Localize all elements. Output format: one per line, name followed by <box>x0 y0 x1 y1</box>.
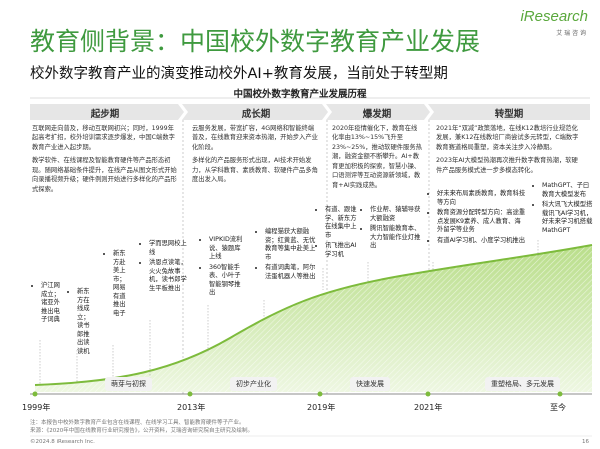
event-list: 沪江网成立；诸亚外推出电子词典 <box>34 282 60 325</box>
timeline-dot <box>557 391 563 397</box>
timeline-label: 至今 <box>550 403 566 412</box>
event-item: 360智能手表、小叶子智能钢琴推出 <box>209 264 246 298</box>
event: 有道、跟谁学、新东方在线集中上市讯飞推出AI学习机 <box>318 206 358 261</box>
phase-band <box>326 104 430 120</box>
phase-band <box>428 104 590 120</box>
event-list: 有道、跟谁学、新东方在线集中上市讯飞推出AI学习机 <box>318 206 358 259</box>
event-item: 有道AI学习机、小度学习机推出 <box>437 237 526 246</box>
event-list: 作业帮、猿辅导获大额融资腾讯智能教育本、大力智能作业灯推出 <box>363 206 423 251</box>
phase-paragraph: 2020年疫情催化下，教育在线化率由13%~15%飞升至23%~25%，推动软硬… <box>332 125 422 189</box>
phase-paragraph: 多样化的产品服务形式出现，AI技术开始发力，从学科教育、素质教育、软硬件产品多角… <box>192 157 318 184</box>
timeline-dot <box>32 391 38 397</box>
timeline-label: 1999年 <box>22 403 51 412</box>
timeline-dot <box>317 391 323 397</box>
event-list: VIPKID流利说、猿题库上线360智能手表、小叶子智能钢琴推出 <box>202 236 246 298</box>
subtitle: 校外数字教育产业的演变推动校外AI+教育发展，当前处于转型期 <box>30 66 448 82</box>
event-item: 讯飞推出AI学习机 <box>325 242 358 259</box>
event-list: 学而思网校上线洪恩点读笔，火火兔故事机，读书郎学生平板推出 <box>142 240 190 293</box>
timeline-label: 2021年 <box>414 403 443 412</box>
event-item: 有道词典笔，阿尔法蛋机器人等推出 <box>265 264 320 281</box>
event: 新东方在线成立；读书郎推出读读机 <box>70 288 92 358</box>
event: 作业帮、猿辅导获大额融资腾讯智能教育本、大力智能作业灯推出 <box>363 206 423 253</box>
phase-paragraph: 2023年AI大模型热潮再次推升数字教育热潮，软硬件产品服务模式进一步多模态转化… <box>436 157 578 174</box>
stage-label: 萌芽与初探 <box>105 377 152 391</box>
event-item: 科大讯飞大模型搭载讯飞AI学习机，好未来学习机搭载MathGPT <box>542 201 595 235</box>
growth-curve <box>34 244 593 386</box>
diagram-title: 中国校外数字教育产业发展历程 <box>233 89 367 100</box>
stage-label: 重塑格局、多元发展 <box>485 377 560 391</box>
phase-name: 起步期 <box>90 109 120 120</box>
phase-name: 成长期 <box>241 109 271 120</box>
event-item: 有道、跟谁学、新东方在线集中上市 <box>325 206 358 240</box>
phase-text: 云服务发展，带宽扩容，4G网络和智能终端普及，在线教育迎来资本热潮，开始步入产业… <box>192 124 320 189</box>
growth-hatch <box>35 245 592 392</box>
event: 学而思网校上线洪恩点读笔，火火兔故事机，读书郎学生平板推出 <box>142 240 190 295</box>
event-item: 教育资源分配转型方向：高途重点发展K9素养、成人教育、海外留学等业务 <box>437 209 526 235</box>
event-item: 学而思网校上线 <box>149 240 190 257</box>
event-item: MathGPT、子曰教育大模型发布 <box>542 182 595 199</box>
event-item: 新东方在线成立；读书郎推出读读机 <box>77 288 92 356</box>
event: 编程猫获大额融资；红黄蓝、无忧教育等集中赴美上市有道词典笔，阿尔法蛋机器人等推出 <box>258 228 320 283</box>
copyright: ©2024.8 iResearch Inc. <box>30 439 95 445</box>
phase-paragraph: 教学软件、在线课程及智能教育硬件等产品形态初现。随网络基础条件提升，在线产品从图… <box>32 157 177 193</box>
event-item: 作业帮、猿辅导获大额融资 <box>370 206 423 223</box>
event-item: VIPKID流利说、猿题库上线 <box>209 236 246 262</box>
phase-band <box>30 104 184 120</box>
footer-source: 来源：《2020年中国在线教育行业研究报告》，公开资料，艾瑞咨询研究院自主研究及… <box>30 428 254 434</box>
phase-paragraph: 互联网走向普及，移动互联网初兴；同时，1999年起高考扩招，校外培训需求逐步爆发… <box>32 125 175 151</box>
phase-text: 互联网走向普及，移动互联网初兴；同时，1999年起高考扩招，校外培训需求逐步爆发… <box>32 124 178 198</box>
logo: iResearch <box>520 8 588 25</box>
event-item: 新东方赴美上市；网易有道推出电子 <box>113 250 128 318</box>
timeline-label: 2013年 <box>177 403 206 412</box>
phase-paragraph: 云服务发展，带宽扩容，4G网络和智能终端普及，在线教育迎来资本热潮，开始步入产业… <box>192 125 318 151</box>
title: 教育侧背景：中国校外数字教育产业发展 <box>30 27 481 56</box>
event-item: 腾讯智能教育本、大力智能作业灯推出 <box>370 225 423 251</box>
timeline-dot <box>425 391 431 397</box>
stage-label: 初步产业化 <box>230 377 277 391</box>
event-list: 新东方在线成立；读书郎推出读读机 <box>70 288 92 356</box>
event-item: 洪恩点读笔，火火兔故事机，读书郎学生平板推出 <box>149 259 190 293</box>
phase-paragraph: 2021年“双减”政策落地，在线K12教培行业规范化发展，兼K12在线教培厂商尝… <box>436 125 579 151</box>
logo-sub: 艾 瑞 咨 询 <box>556 30 586 37</box>
stage-label: 快速发展 <box>350 377 390 391</box>
phase-band <box>182 104 328 120</box>
phase-name: 爆发期 <box>362 109 392 120</box>
event-list: 新东方赴美上市；网易有道推出电子 <box>106 250 128 318</box>
timeline-label: 2019年 <box>307 403 336 412</box>
event: MathGPT、子曰教育大模型发布科大讯飞大模型搭载讯飞AI学习机，好未来学习机… <box>535 182 595 237</box>
event-list: 编程猫获大额融资；红黄蓝、无忧教育等集中赴美上市有道词典笔，阿尔法蛋机器人等推出 <box>258 228 320 281</box>
event-item: 沪江网成立；诸亚外推出电子词典 <box>41 282 60 325</box>
event-item: 编程猫获大额融资；红黄蓝、无忧教育等集中赴美上市 <box>265 228 320 262</box>
event: VIPKID流利说、猿题库上线360智能手表、小叶子智能钢琴推出 <box>202 236 246 300</box>
event: 新东方赴美上市；网易有道推出电子 <box>106 250 128 320</box>
page-number: 16 <box>582 439 589 445</box>
timeline-dot <box>187 391 193 397</box>
footer-note: 注：本报告中校外数字教育产业包含在线课程、在线学习工具、智能教育硬件等子产业。 <box>30 420 245 426</box>
event-item: 好未来布局素质教育，教育科技等方向 <box>437 190 526 207</box>
phase-name: 转型期 <box>494 109 524 120</box>
phase-text: 2021年“双减”政策落地，在线K12教培行业规范化发展，兼K12在线教培厂商尝… <box>436 124 582 179</box>
event-list: 好未来布局素质教育，教育科技等方向教育资源分配转型方向：高途重点发展K9素养、成… <box>430 190 526 245</box>
event: 好未来布局素质教育，教育科技等方向教育资源分配转型方向：高途重点发展K9素养、成… <box>430 190 526 247</box>
event: 沪江网成立；诸亚外推出电子词典 <box>34 282 60 327</box>
event-list: MathGPT、子曰教育大模型发布科大讯飞大模型搭载讯飞AI学习机，好未来学习机… <box>535 182 595 235</box>
phase-text: 2020年疫情催化下，教育在线化率由13%~15%飞升至23%~25%，推动软硬… <box>332 124 422 194</box>
